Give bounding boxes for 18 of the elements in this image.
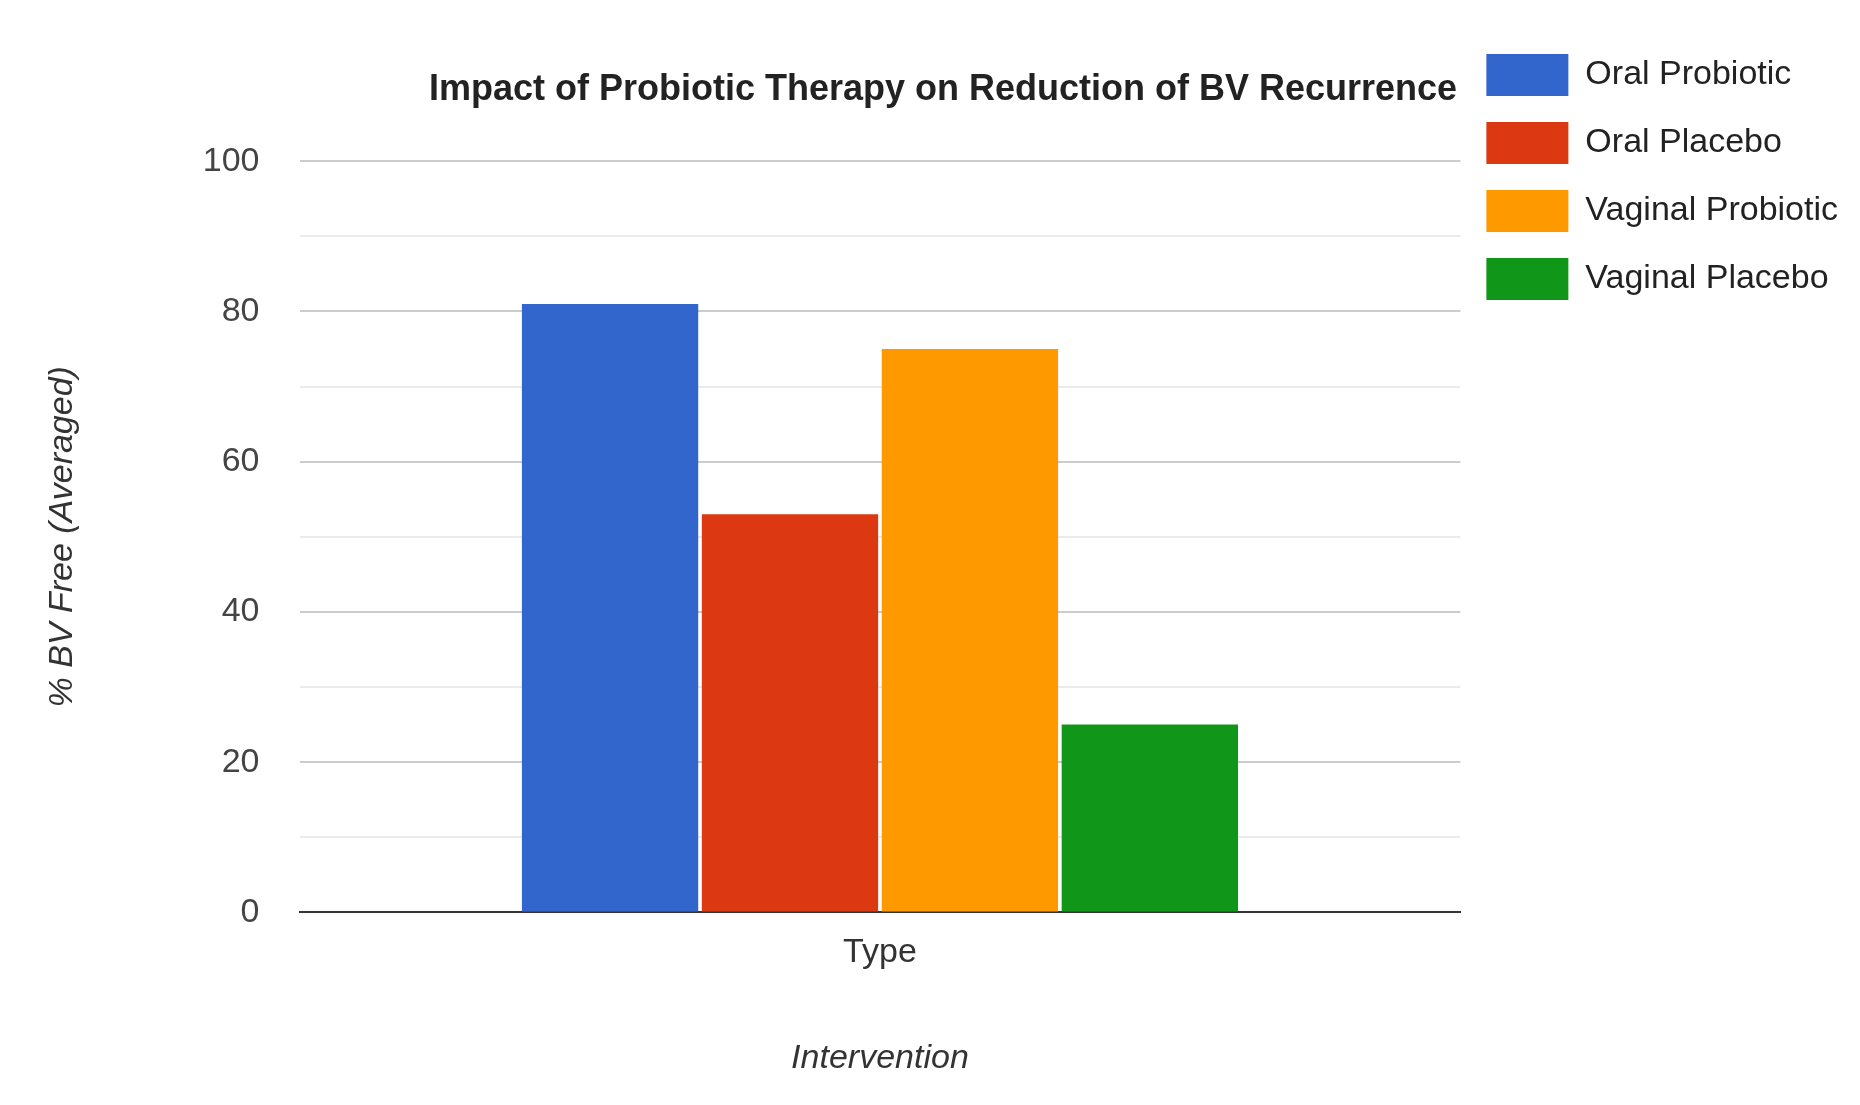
x-tick-label: Type [843,931,917,970]
y-tick-label: 100 [202,139,260,178]
legend-label: Vaginal Placebo [1585,257,1829,296]
legend-label: Oral Probiotic [1585,53,1792,92]
y-tick-label: 60 [221,440,260,479]
y-tick-label: 0 [240,890,260,929]
y-axis-title: % BV Free (Averaged) [40,366,79,708]
y-tick-label: 40 [221,590,260,629]
y-tick-label: 20 [221,740,260,779]
chart-title: Impact of Probiotic Therapy on Reduction of BV Recurrence [428,66,1458,108]
bar [701,514,879,912]
bar [521,303,699,912]
x-axis-title: Intervention [791,1037,969,1076]
legend-label: Vaginal Probiotic [1585,189,1839,228]
bar [881,349,1059,912]
legend-label: Oral Placebo [1585,121,1782,160]
y-tick-label: 80 [221,289,260,328]
bar [1061,724,1239,912]
